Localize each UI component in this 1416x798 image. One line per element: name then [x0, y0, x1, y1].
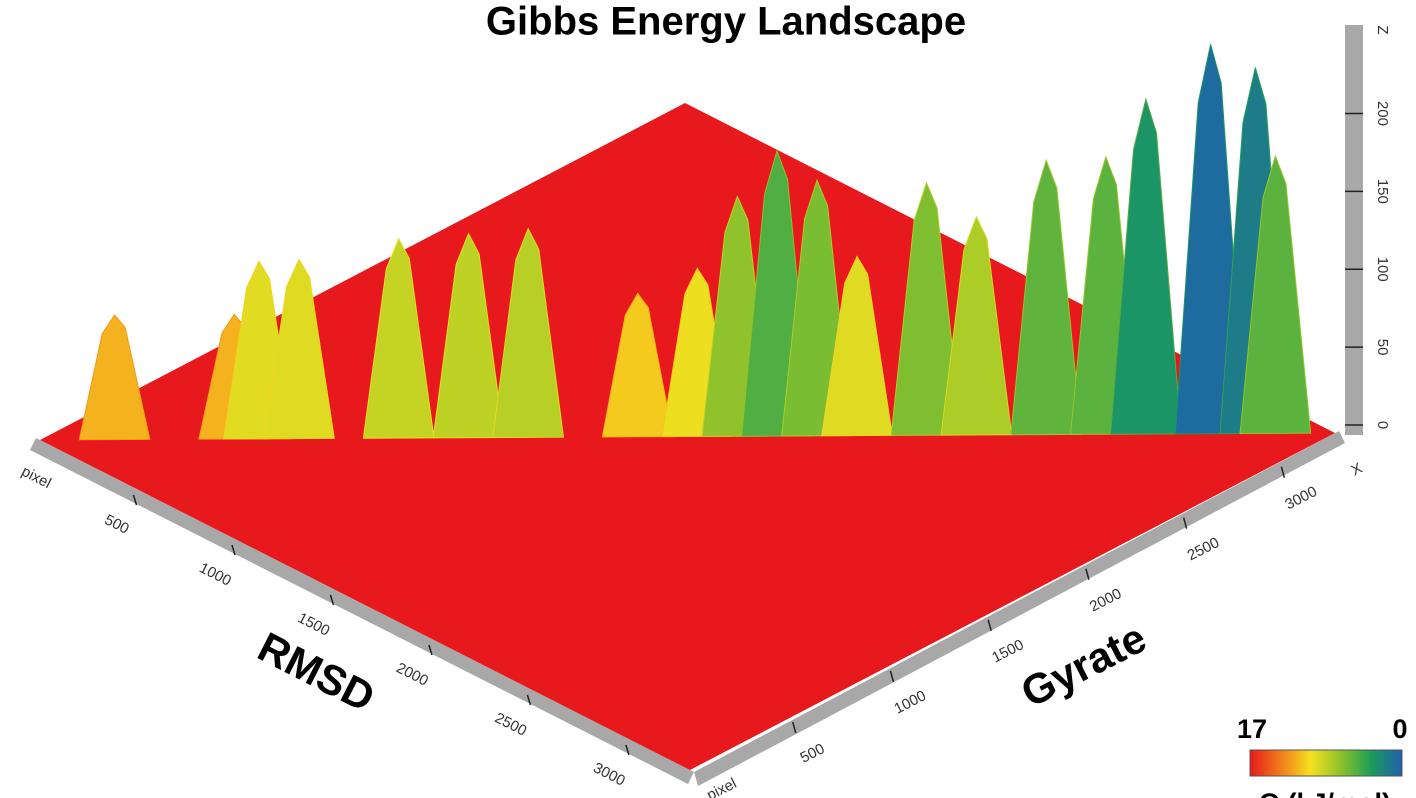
y-tick-label: 1500 — [295, 609, 332, 639]
z-axis-strip — [1345, 25, 1363, 435]
x-tick-label: 2500 — [1185, 534, 1222, 564]
y-tick — [231, 544, 236, 556]
surface-peak — [362, 237, 435, 439]
x-tick — [1280, 466, 1286, 478]
colorbar-label: 0 — [1392, 714, 1407, 744]
z-tick-label: 100 — [1374, 257, 1391, 282]
surface-peak — [1239, 154, 1312, 435]
x-axis-name: X — [1348, 460, 1365, 480]
surface-peak — [940, 215, 1013, 436]
y-tick — [329, 594, 335, 606]
y-tick-label: 1000 — [196, 559, 233, 589]
colorbar-title: G (kJ/mol) — [1259, 788, 1391, 798]
surface-peak — [78, 314, 151, 441]
surface-peak — [1109, 97, 1182, 435]
surface-peak — [492, 227, 565, 439]
y-tick — [526, 694, 532, 706]
x-tick — [889, 670, 895, 683]
z-tick-label: 0 — [1374, 421, 1391, 429]
x-tick — [1182, 517, 1188, 529]
x-axis-strip — [694, 431, 1345, 786]
z-tick-label: 50 — [1374, 339, 1391, 356]
colorbar-label: 17 — [1237, 714, 1267, 744]
x-axis-title: Gyrate — [1013, 614, 1153, 716]
surface-peak — [821, 255, 893, 437]
x-tick — [1085, 568, 1090, 580]
y-tick-label: 2500 — [492, 709, 529, 739]
chart-title: Gibbs Energy Landscape — [486, 0, 966, 44]
y-axis-title: RMSD — [251, 623, 383, 721]
y-tick-label: 2000 — [393, 659, 430, 689]
y-tick — [625, 744, 630, 756]
x-tick-label: 1000 — [891, 687, 928, 717]
surface-peak — [601, 292, 674, 438]
surface-peak — [263, 258, 335, 440]
x-tick — [987, 619, 992, 632]
y-unit: pixel — [19, 463, 54, 492]
z-tick-label: 150 — [1374, 179, 1391, 204]
y-tick — [428, 644, 433, 656]
y-tick-label: 500 — [102, 511, 132, 538]
x-tick-label: 1500 — [989, 636, 1026, 666]
z-tick-label: 200 — [1374, 101, 1391, 126]
surface-peak — [432, 232, 505, 439]
y-tick — [132, 494, 138, 506]
x-tick — [792, 721, 797, 734]
y-tick-label: 3000 — [590, 759, 627, 789]
x-tick-label: 500 — [797, 740, 827, 767]
x-tick-label: 3000 — [1282, 483, 1319, 513]
surface-peak — [1010, 158, 1083, 436]
colorbar — [1249, 749, 1403, 777]
x-tick-label: 2000 — [1087, 585, 1124, 615]
z-axis-name: Z — [1374, 25, 1391, 34]
